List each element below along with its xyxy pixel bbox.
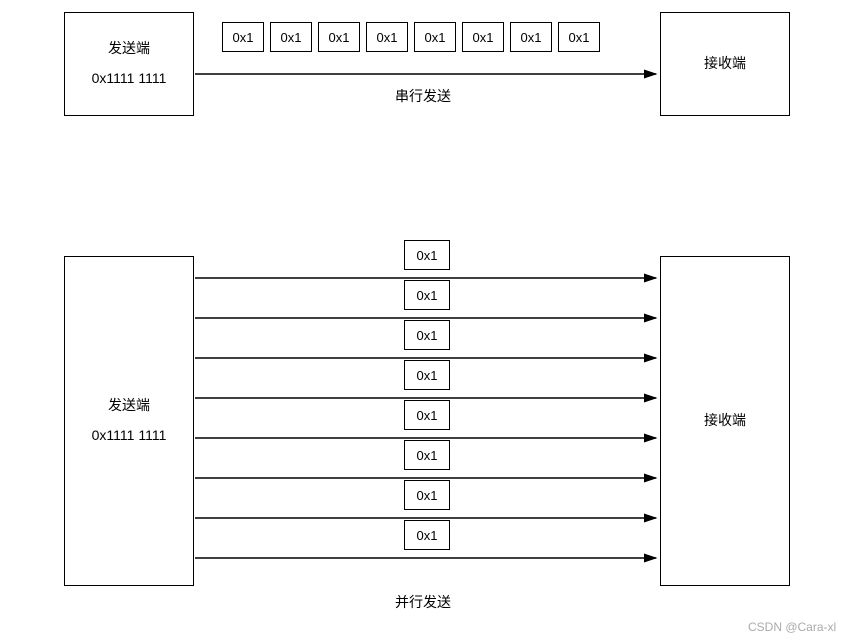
parallel-label: 并行发送 [395, 592, 451, 612]
watermark: CSDN @Cara-xl [748, 620, 836, 634]
parallel-arrows [0, 0, 865, 642]
